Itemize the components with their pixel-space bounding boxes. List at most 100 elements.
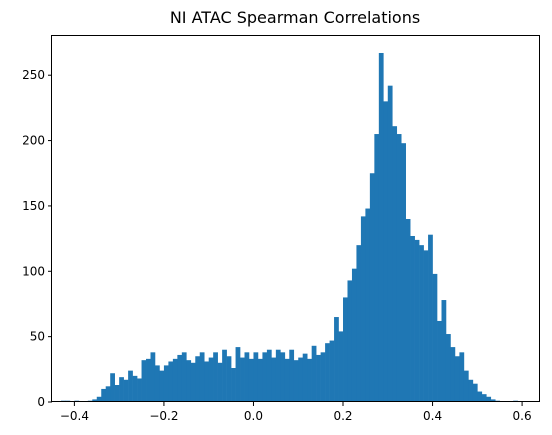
histogram-bar [132,375,138,402]
histogram-bar [213,352,218,402]
histogram-bar [110,373,115,402]
histogram-bar [365,208,371,402]
histogram-bar [231,368,236,402]
histogram-bar [450,347,456,402]
histogram-bar [298,357,304,402]
histogram-bar [128,370,133,402]
histogram-bar [262,352,268,402]
histogram-bar [163,365,169,402]
histogram-bar [454,356,460,402]
x-tick-label: 0.4 [423,409,442,423]
histogram-bar [240,357,245,402]
x-tick-label: 0.6 [513,409,532,423]
histogram-bar [275,349,281,402]
histogram-bar [459,352,465,402]
histogram-bar [481,394,487,402]
y-tick-label: 250 [22,68,45,82]
histogram-bar [96,396,102,402]
x-tick-label: −0.2 [149,409,178,423]
histogram-bar [387,85,393,403]
histogram-bar [235,347,241,402]
histogram-bar [280,352,286,402]
histogram-bar [257,358,263,402]
histogram-bar [114,385,120,402]
histogram-bar [159,370,165,402]
histogram-bar [307,358,312,402]
histogram-bar [320,352,326,402]
histogram-bar [105,386,111,402]
histogram-bar [311,345,317,402]
histogram-bar [445,334,451,402]
histogram-bar [329,340,335,402]
histogram-bar [266,349,272,402]
histogram-bar [302,353,308,402]
histogram-bar [177,354,183,402]
histogram-bar [154,365,160,402]
x-axis: −0.4 −0.2 0.0 0.2 0.4 0.6 [60,402,532,423]
histogram-bar [432,273,438,402]
histogram-bar [325,343,330,402]
y-axis: 0 50 100 150 200 250 [22,68,52,409]
histogram-bar [369,173,375,402]
histogram-bar [222,349,227,402]
x-tick-label: −0.4 [60,409,89,423]
histogram-bar [226,356,232,402]
plot-frame [51,35,540,402]
histogram-bar [477,391,483,402]
histogram-bar [146,358,151,402]
histogram-bar [334,317,339,402]
histogram-bar [172,358,178,402]
histogram-bar [437,320,442,402]
histogram-bar [401,143,406,402]
histogram-bar [378,52,384,403]
x-tick-label: 0.0 [244,409,263,423]
histogram-bar [472,383,478,402]
histogram-bar [195,356,201,402]
histogram-bar [392,126,398,402]
histogram-bar [490,399,496,402]
y-tick-label: 50 [30,330,45,344]
histogram-bar [347,280,353,402]
histogram-bar [356,245,362,402]
histogram-bars [60,52,518,403]
histogram-bar [199,352,205,402]
y-tick-label: 0 [37,395,45,409]
histogram-bar [119,377,124,402]
histogram-bar [468,379,474,402]
histogram-bar [217,362,223,402]
histogram-bar [423,250,429,402]
histogram-bar [343,297,348,402]
histogram-bar [141,360,147,402]
histogram-bar [396,134,402,403]
histogram-bar [244,352,250,402]
histogram-bar [271,357,277,402]
histogram-bar [168,361,174,402]
y-tick-label: 100 [22,264,45,278]
histogram-bar [463,370,469,402]
histogram-bar [150,352,156,402]
histogram-bar [441,300,447,402]
histogram-bar [92,399,98,402]
histogram-bar [123,379,129,402]
histogram-bar [204,361,209,402]
histogram-bar [248,358,254,402]
y-tick-label: 150 [22,199,45,213]
histogram-bar [414,239,420,402]
histogram-bar [316,354,321,402]
histogram-bar [289,349,295,402]
histogram-bar [374,134,380,403]
histogram-bar [383,101,389,403]
histogram-bar [253,352,259,402]
histogram-bar [186,360,192,402]
histogram-bar [338,331,344,402]
histogram-bar [284,358,290,402]
histogram-bar [486,396,492,402]
histogram-bar [137,378,142,402]
histogram-bar [351,268,357,402]
histogram-bar [405,219,411,402]
histogram-bar [410,235,415,402]
histogram-bar [428,234,433,402]
histogram-bar [419,245,424,402]
histogram-bar [101,388,107,402]
